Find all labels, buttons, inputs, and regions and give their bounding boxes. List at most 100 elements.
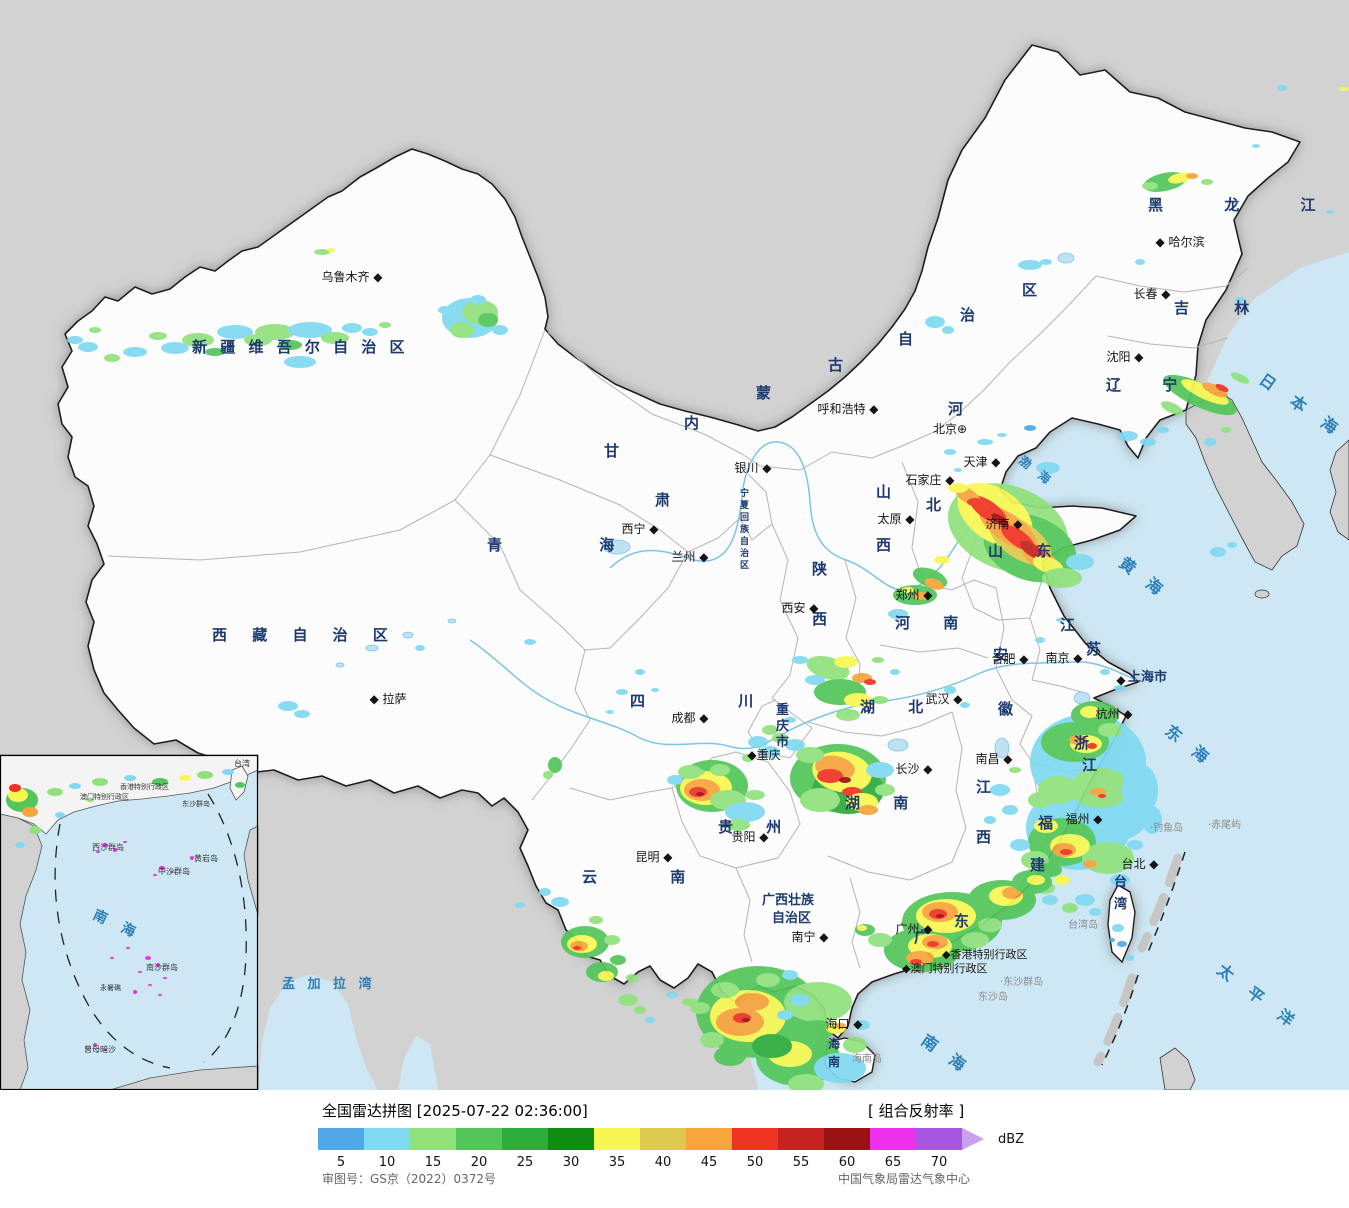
radar-echo: [222, 769, 234, 775]
legend-color-swatch: [594, 1128, 640, 1150]
radar-echo: [924, 578, 944, 590]
legend-panel: 全国雷达拼图 [2025-07-22 02:36:00] [ 组合反射率 ] 5…: [0, 1090, 1349, 1208]
city-label: 成都 ◆: [671, 711, 709, 725]
province-label: 自: [898, 330, 913, 348]
radar-echo: [1110, 874, 1130, 886]
province-label: 苏: [1086, 640, 1101, 658]
radar-echo: [1210, 547, 1226, 557]
radar-echo: [618, 994, 638, 1006]
city-label: 昆明 ◆: [635, 850, 673, 864]
legend-color-swatch: [456, 1128, 502, 1150]
radar-echo: [682, 998, 698, 1006]
island-label: ·东沙群岛: [1000, 975, 1043, 988]
radar-echo: [126, 947, 130, 949]
radar-echo: [1221, 427, 1231, 433]
legend-color-swatch: [364, 1128, 410, 1150]
city-label: 北京⊕: [933, 422, 967, 436]
city-label: 合肥 ◆: [991, 651, 1029, 666]
radar-echo: [1010, 839, 1030, 851]
province-label: 西: [812, 610, 827, 628]
radar-echo: [696, 792, 704, 796]
radar-echo: [138, 971, 142, 973]
radar-echo: [55, 812, 65, 818]
radar-echo: [843, 1037, 867, 1053]
radar-echo: [362, 328, 378, 336]
province-label: 安: [993, 646, 1008, 664]
radar-echo: [1118, 431, 1138, 441]
radar-echo: [1024, 425, 1036, 431]
radar-echo: [78, 342, 98, 352]
legend-step-value: 10: [378, 1155, 396, 1170]
radar-echo: [551, 897, 569, 907]
radar-echo: [1080, 706, 1100, 718]
radar-echo: [695, 769, 705, 775]
city-label: ◆澳门特别行政区: [902, 961, 987, 975]
city-label: 石家庄 ◆: [905, 472, 955, 487]
radar-echo: [1060, 849, 1072, 855]
radar-echo: [1020, 540, 1044, 560]
province-label: 江: [976, 778, 991, 796]
radar-echo: [158, 994, 162, 996]
radar-echo: [961, 932, 989, 948]
province-label: 吉 林: [1174, 299, 1269, 317]
radar-echo-layer: [67, 85, 1349, 1090]
radar-echo: [1027, 875, 1045, 885]
city-label: ◆重庆: [747, 748, 780, 762]
legend-step-value: 70: [930, 1155, 948, 1170]
radar-echo: [635, 669, 645, 675]
radar-echo: [67, 336, 83, 344]
province-label: 西: [976, 828, 991, 846]
city-label: 济南 ◆: [985, 516, 1023, 531]
legend-step-70: 70: [916, 1128, 962, 1170]
radar-echo: [742, 1018, 750, 1022]
legend-color-swatch: [410, 1128, 456, 1150]
island-label: 海南岛: [852, 1052, 882, 1065]
radar-echo: [854, 1020, 870, 1030]
radar-echo: [800, 788, 840, 812]
radar-echo: [288, 322, 332, 338]
radar-echo: [944, 449, 956, 455]
radar-echo: [839, 777, 851, 783]
radar-echo: [217, 325, 253, 339]
sea-region: [735, 252, 1349, 1090]
province-label: 湾: [1114, 896, 1127, 912]
city-label: ◆香港特别行政区: [942, 947, 1027, 961]
radar-echo: [235, 782, 245, 788]
radar-echo: [415, 645, 425, 651]
legend-color-swatch: [732, 1128, 778, 1150]
radar-echo: [814, 1053, 866, 1083]
radar-echo: [22, 807, 38, 817]
province-label: 重庆市: [775, 702, 789, 750]
province-label: 青 海: [487, 536, 660, 554]
radar-echo: [890, 669, 900, 675]
radar-echo: [792, 656, 808, 664]
province-label: 四 川: [630, 692, 797, 710]
legend-step-value: 50: [746, 1155, 764, 1170]
inset-label: 南沙群岛: [146, 962, 178, 972]
radar-echo: [294, 710, 310, 718]
radar-echo: [1126, 955, 1134, 961]
ryukyu-arc: [1093, 853, 1183, 1067]
legend-color-swatch: [824, 1128, 870, 1150]
radar-echo: [817, 769, 843, 783]
radar-echo: [785, 739, 805, 751]
radar-echo: [1034, 819, 1058, 833]
radar-echo: [1075, 894, 1095, 906]
radar-echo: [539, 888, 551, 896]
province-label: 肃: [655, 491, 670, 509]
legend-step-15: 15: [410, 1128, 456, 1170]
radar-echo: [1042, 568, 1082, 588]
radar-echo: [342, 323, 362, 333]
radar-echo: [123, 841, 127, 843]
legend-color-swatch: [502, 1128, 548, 1150]
radar-echo: [1109, 938, 1115, 942]
inset-label: 澳门特别行政区: [80, 792, 129, 801]
legend-step-35: 35: [594, 1128, 640, 1170]
radar-echo: [1168, 172, 1192, 184]
province-label: 西 藏 自 治 区: [212, 626, 398, 644]
radar-echo: [573, 946, 581, 950]
legend-step-50: 50: [732, 1128, 778, 1170]
radar-echo: [790, 994, 810, 1006]
sea-label: 孟 加 拉 湾: [282, 976, 376, 992]
city-label: 西安 ◆: [781, 600, 819, 615]
